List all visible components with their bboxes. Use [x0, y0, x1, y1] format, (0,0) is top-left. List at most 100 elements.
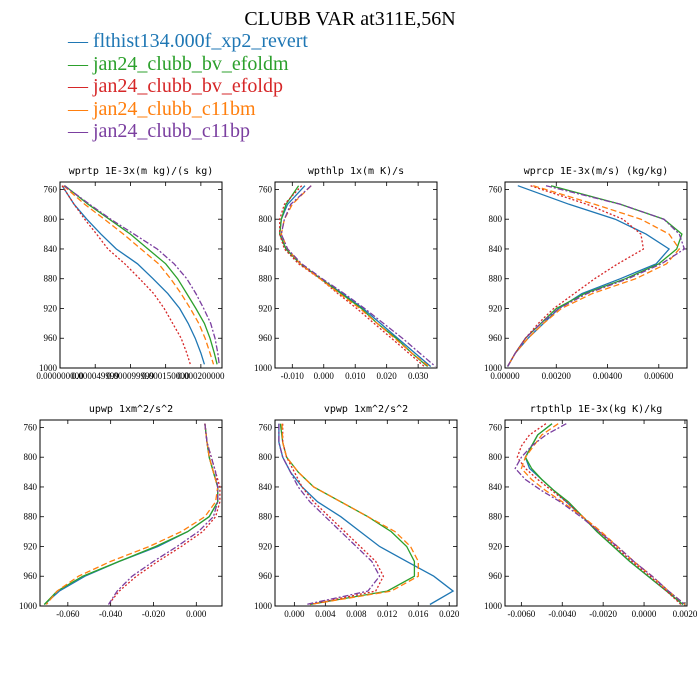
series-line-3 — [281, 423, 419, 606]
x-tick-label: -0.060 — [56, 609, 80, 619]
series-line-3 — [280, 185, 430, 368]
y-tick-label: 1000 — [39, 363, 58, 373]
series-line-4 — [280, 185, 436, 367]
series-line-2 — [516, 423, 682, 605]
y-tick-label: 920 — [489, 303, 503, 313]
x-tick-label: 0.008 — [346, 609, 367, 619]
x-tick-label: -0.010 — [281, 371, 305, 381]
y-tick-label: 760 — [44, 184, 58, 194]
panel-1: wpthlp 1x(m K)/s 760 800 840 880 920 960 1000 -0… — [254, 166, 438, 381]
y-tick-label: 760 — [24, 422, 38, 432]
x-tick-label: 0.000150000 — [142, 371, 190, 381]
legend-swatch: — — [68, 97, 93, 120]
y-tick-label: 800 — [489, 452, 503, 462]
legend-item-4: — jan24_clubb_c11bp — [68, 120, 308, 143]
page-title: CLUBB VAR at311E,56N — [244, 8, 456, 30]
legend-item-1: — jan24_clubb_bv_efoldm — [68, 53, 308, 76]
panel-4: vpwp 1xm^2/s^2 760 800 840 880 920 960 1000 0.00… — [254, 404, 460, 619]
series-line-0 — [279, 185, 432, 367]
y-tick-label: 800 — [24, 452, 38, 462]
x-tick-label: 0.016 — [408, 609, 429, 619]
y-tick-label: 880 — [489, 274, 503, 284]
series-line-4 — [507, 185, 686, 367]
x-tick-label: 0.010 — [345, 371, 366, 381]
x-tick-label: 0.000200000 — [177, 371, 225, 381]
y-tick-label: 1000 — [484, 601, 503, 611]
panel-title: rtpthlp 1E-3x(kg K)/kg — [530, 404, 662, 415]
y-tick-label: 760 — [259, 184, 273, 194]
legend-item-3: — jan24_clubb_c11bm — [68, 98, 308, 121]
y-tick-label: 840 — [259, 482, 273, 492]
y-tick-label: 960 — [44, 333, 58, 343]
x-tick-label: 0.000099999 — [107, 371, 155, 381]
y-tick-label: 1000 — [484, 363, 503, 373]
legend-swatch: — — [68, 52, 93, 75]
y-tick-label: 920 — [489, 541, 503, 551]
y-tick-label: 920 — [24, 541, 38, 551]
x-tick-label: 0.000000000 — [36, 371, 84, 381]
legend-item-0: — flthist134.000f_xp2_revert — [68, 30, 308, 53]
x-tick-label: 0.012 — [377, 609, 397, 619]
x-tick-label: 0.00400 — [593, 371, 623, 381]
legend-label: flthist134.000f_xp2_revert — [93, 30, 308, 52]
y-tick-label: 760 — [489, 184, 503, 194]
x-tick-label: -0.040 — [99, 609, 123, 619]
legend-swatch: — — [68, 75, 93, 97]
series-line-0 — [507, 185, 671, 367]
y-tick-label: 840 — [259, 244, 273, 254]
legend-swatch: — — [68, 120, 93, 142]
y-tick-label: 800 — [259, 214, 273, 224]
legend-swatch: — — [68, 30, 93, 52]
y-tick-label: 880 — [259, 512, 273, 522]
y-tick-label: 960 — [489, 571, 503, 581]
legend-item-2: — jan24_clubb_bv_efoldp — [68, 75, 308, 98]
series-line-4 — [278, 423, 381, 606]
x-tick-label: 0.004 — [315, 609, 336, 619]
legend: — flthist134.000f_xp2_revert — jan24_clu… — [68, 30, 308, 143]
series-line-2 — [282, 423, 385, 606]
series-line-1 — [64, 185, 218, 365]
x-tick-label: 0.000 — [314, 371, 335, 381]
y-tick-label: 800 — [44, 214, 58, 224]
series-line-1 — [43, 423, 219, 605]
y-tick-label: 960 — [24, 571, 38, 581]
y-tick-label: 960 — [489, 333, 503, 343]
legend-label: jan24_clubb_bv_efoldp — [93, 75, 283, 97]
x-tick-label: 0.030 — [408, 371, 429, 381]
series-line-1 — [279, 423, 416, 606]
series-line-0 — [61, 185, 206, 365]
x-tick-label: 0.0000 — [632, 609, 657, 619]
x-tick-label: 0.000049999 — [72, 371, 120, 381]
x-tick-label: 0.020 — [439, 609, 460, 619]
y-tick-label: 960 — [259, 333, 273, 343]
y-tick-label: 1000 — [19, 601, 38, 611]
panel-2: wprcp 1E-3x(m/s) (kg/kg) 760 800 840 880 920 9… — [484, 166, 688, 381]
x-tick-label: 0.0020 — [673, 609, 698, 619]
series-line-1 — [279, 185, 429, 367]
y-tick-label: 760 — [489, 422, 503, 432]
panel-3: upwp 1xm^2/s^2 760 800 840 880 920 960 1000 -0.0… — [19, 404, 223, 619]
series-line-0 — [278, 423, 455, 606]
x-tick-label: -0.0060 — [507, 609, 535, 619]
series-line-0 — [524, 423, 684, 606]
plot-frame — [274, 181, 438, 369]
y-tick-label: 840 — [24, 482, 38, 492]
y-tick-label: 960 — [259, 571, 273, 581]
panel-title: vpwp 1xm^2/s^2 — [324, 404, 408, 415]
y-tick-label: 800 — [489, 214, 503, 224]
series-line-4 — [107, 423, 219, 605]
series-line-4 — [63, 185, 220, 365]
x-tick-label: 0.020 — [377, 371, 398, 381]
plot-frame — [504, 419, 688, 607]
y-tick-label: 880 — [44, 274, 58, 284]
y-tick-label: 840 — [489, 482, 503, 492]
panel-title: wprtp 1E-3x(m kg)/(s kg) — [69, 166, 214, 177]
y-tick-label: 920 — [259, 303, 273, 313]
series-line-3 — [507, 185, 681, 367]
series-line-3 — [45, 423, 219, 605]
x-tick-label: 0.000 — [186, 609, 207, 619]
y-tick-label: 840 — [489, 244, 503, 254]
series-line-2 — [61, 185, 191, 365]
y-tick-label: 920 — [44, 303, 58, 313]
